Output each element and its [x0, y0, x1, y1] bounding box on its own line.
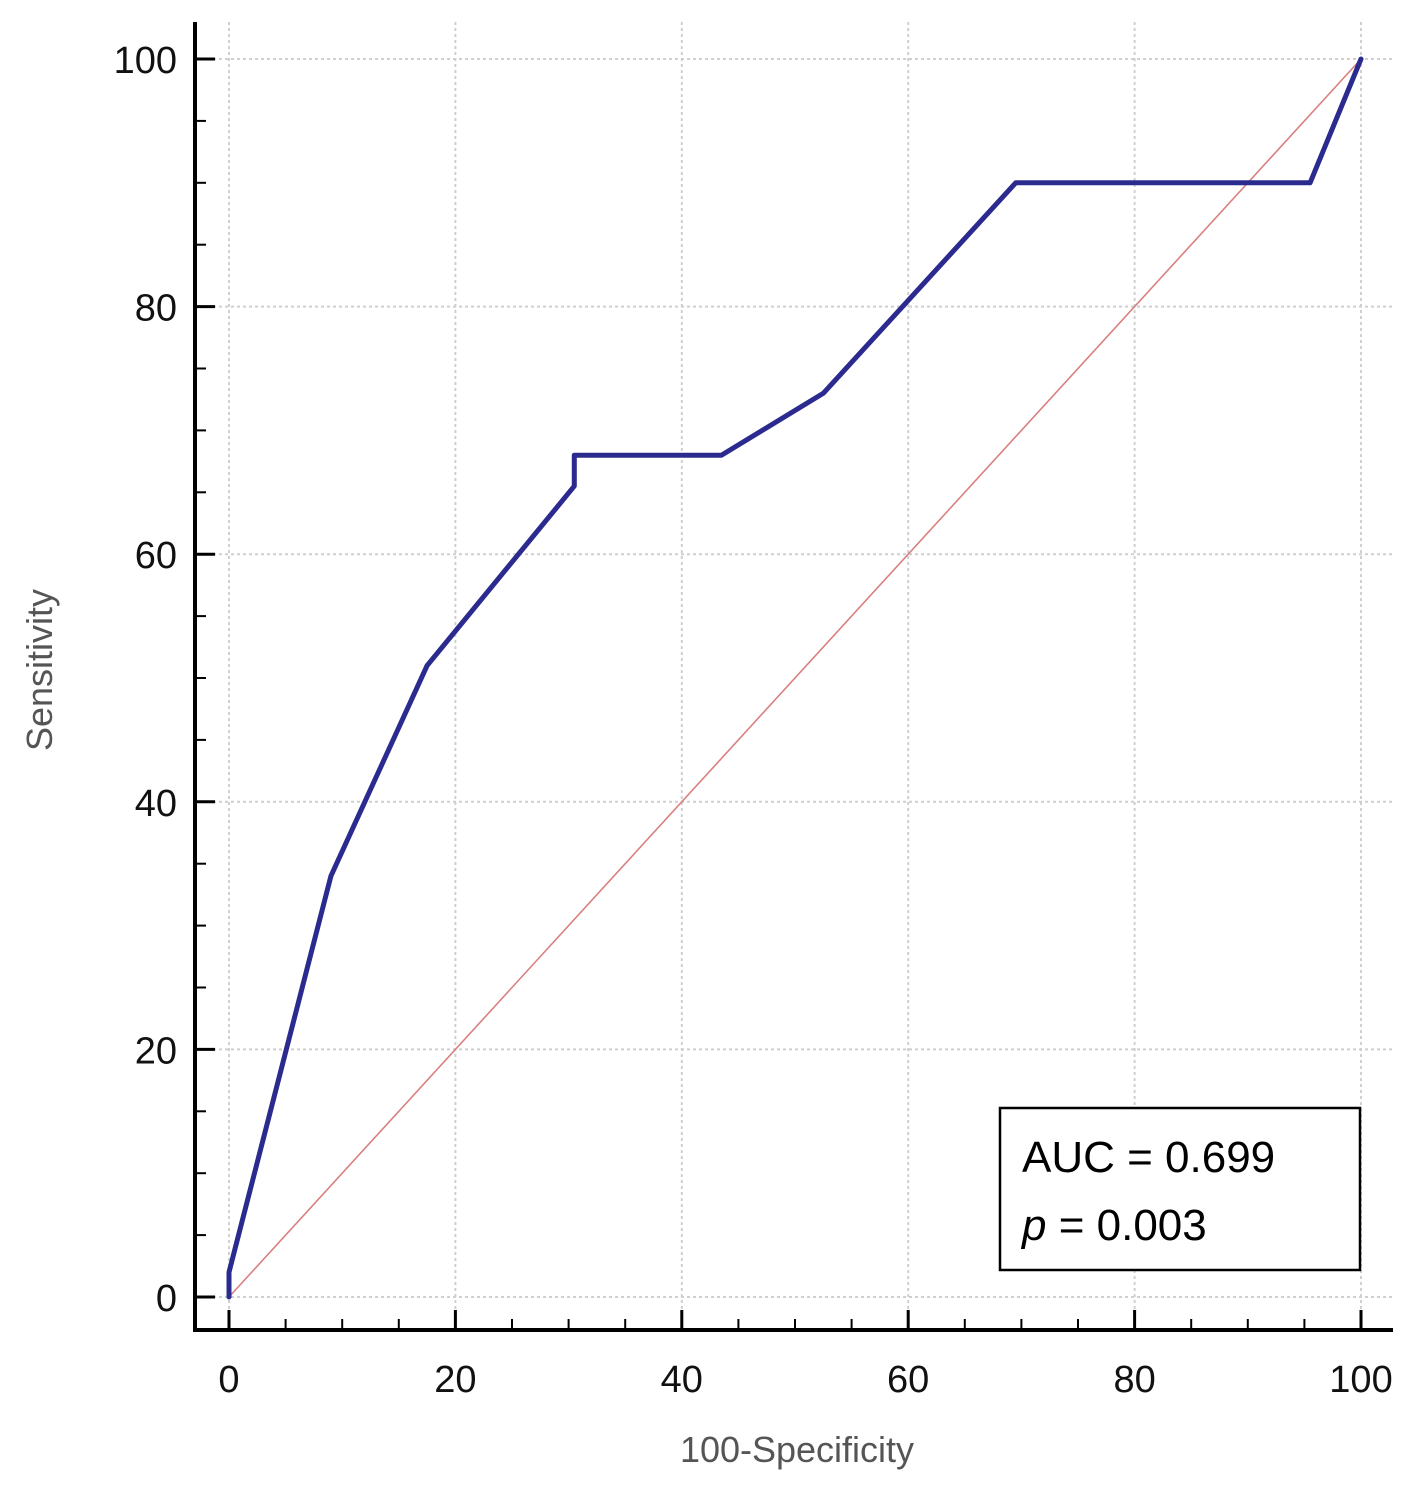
x-tick-label-0: 0: [218, 1359, 239, 1401]
x-tick-label-20: 20: [434, 1359, 476, 1401]
auc-annotation: AUC = 0.699 p = 0.003: [998, 1106, 1362, 1272]
y-tick-label-60: 60: [135, 535, 177, 577]
reference-line-layer: [228, 58, 1362, 1298]
grid: [195, 22, 1393, 1330]
p-value-text: p = 0.003: [1020, 1201, 1207, 1250]
roc-curve-line: [226, 56, 1364, 1300]
reference-diagonal-line: [228, 58, 1362, 1298]
auc-value-text: AUC = 0.699: [1022, 1133, 1275, 1182]
y-tick-label-40: 40: [135, 783, 177, 825]
y-axis-title: Sensitivity: [19, 589, 60, 751]
y-tick-label-100: 100: [114, 40, 177, 82]
annotation-box: [998, 1106, 1362, 1272]
y-tick-label-80: 80: [135, 288, 177, 330]
p-value-rest: = 0.003: [1046, 1201, 1206, 1250]
y-tick-label-20: 20: [135, 1030, 177, 1072]
x-tick-label-40: 40: [661, 1359, 703, 1401]
x-tick-label-80: 80: [1113, 1359, 1155, 1401]
roc-curve-layer: [226, 56, 1364, 1300]
x-tick-label-100: 100: [1329, 1359, 1392, 1401]
axes: [193, 22, 1393, 1332]
x-axis-title: 100-Specificity: [680, 1429, 914, 1470]
p-symbol: p: [1020, 1201, 1046, 1250]
y-tick-label-0: 0: [156, 1278, 177, 1320]
x-tick-label-60: 60: [887, 1359, 929, 1401]
tick-labels: 0 20 40 60 80 100 0 20 40 60 80 100: [114, 40, 1393, 1401]
